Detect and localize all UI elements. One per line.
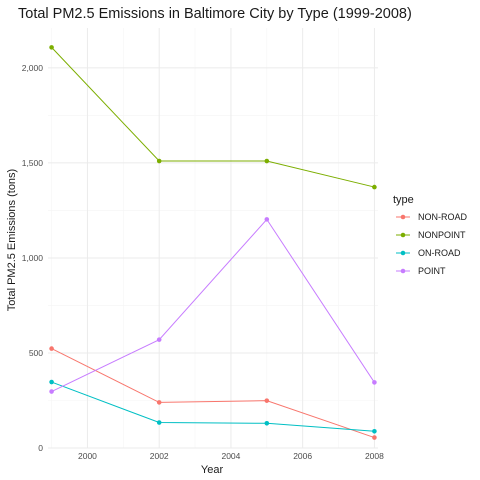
y-tick-label: 500 xyxy=(29,348,43,358)
y-tick-label: 1,500 xyxy=(22,158,44,168)
data-point-point xyxy=(49,389,54,394)
y-tick-label: 1,000 xyxy=(22,253,44,263)
x-tick-label: 2006 xyxy=(293,451,312,461)
data-point-nonpoint xyxy=(264,158,270,164)
data-point-non-road xyxy=(264,398,270,403)
y-tick-label: 0 xyxy=(38,443,43,453)
data-point-nonpoint xyxy=(156,158,162,164)
data-point-non-road xyxy=(49,346,54,351)
data-point-on-road xyxy=(372,428,377,434)
x-tick-label: 2004 xyxy=(221,451,240,461)
legend-key-point-non-road xyxy=(400,214,406,220)
series-line-nonpoint xyxy=(51,47,375,188)
data-point-non-road xyxy=(372,435,377,440)
y-tick-label: 2,000 xyxy=(22,63,44,73)
chart-title: Total PM2.5 Emissions in Baltimore City … xyxy=(18,6,412,22)
data-point-on-road xyxy=(156,420,162,425)
data-point-on-road xyxy=(264,420,270,426)
data-point-nonpoint xyxy=(49,45,54,50)
legend-label-point: POINT xyxy=(418,266,446,276)
x-tick-label: 2002 xyxy=(150,451,169,461)
legend-key-point-nonpoint xyxy=(400,232,406,238)
y-axis-title: Total PM2.5 Emissions (tons) xyxy=(6,169,18,311)
x-tick-label: 2008 xyxy=(365,451,384,461)
legend-key-point-on-road xyxy=(400,250,406,256)
data-point-nonpoint xyxy=(372,184,377,190)
legend-label-non-road: NON-ROAD xyxy=(418,212,467,222)
data-point-non-road xyxy=(156,400,162,405)
data-point-point xyxy=(264,217,270,222)
legend-title: type xyxy=(393,194,414,206)
data-point-point xyxy=(372,380,377,385)
series-line-on-road xyxy=(51,381,375,432)
data-point-point xyxy=(156,337,162,342)
legend: type NON-ROAD NONPOINT ON-ROAD POINT xyxy=(393,194,467,276)
plot-area: 0 500 1,000 1,500 2,000 2000 2002 2004 2006 2008 xyxy=(22,28,384,461)
legend-label-on-road: ON-ROAD xyxy=(418,248,461,258)
legend-key-point-point xyxy=(400,268,406,274)
series-line-non-road xyxy=(51,348,375,439)
legend-label-nonpoint: NONPOINT xyxy=(418,230,466,240)
data-point-on-road xyxy=(49,379,54,385)
x-tick-label: 2000 xyxy=(78,451,97,461)
series-line-point xyxy=(51,218,375,393)
x-axis-title: Year xyxy=(201,464,224,476)
